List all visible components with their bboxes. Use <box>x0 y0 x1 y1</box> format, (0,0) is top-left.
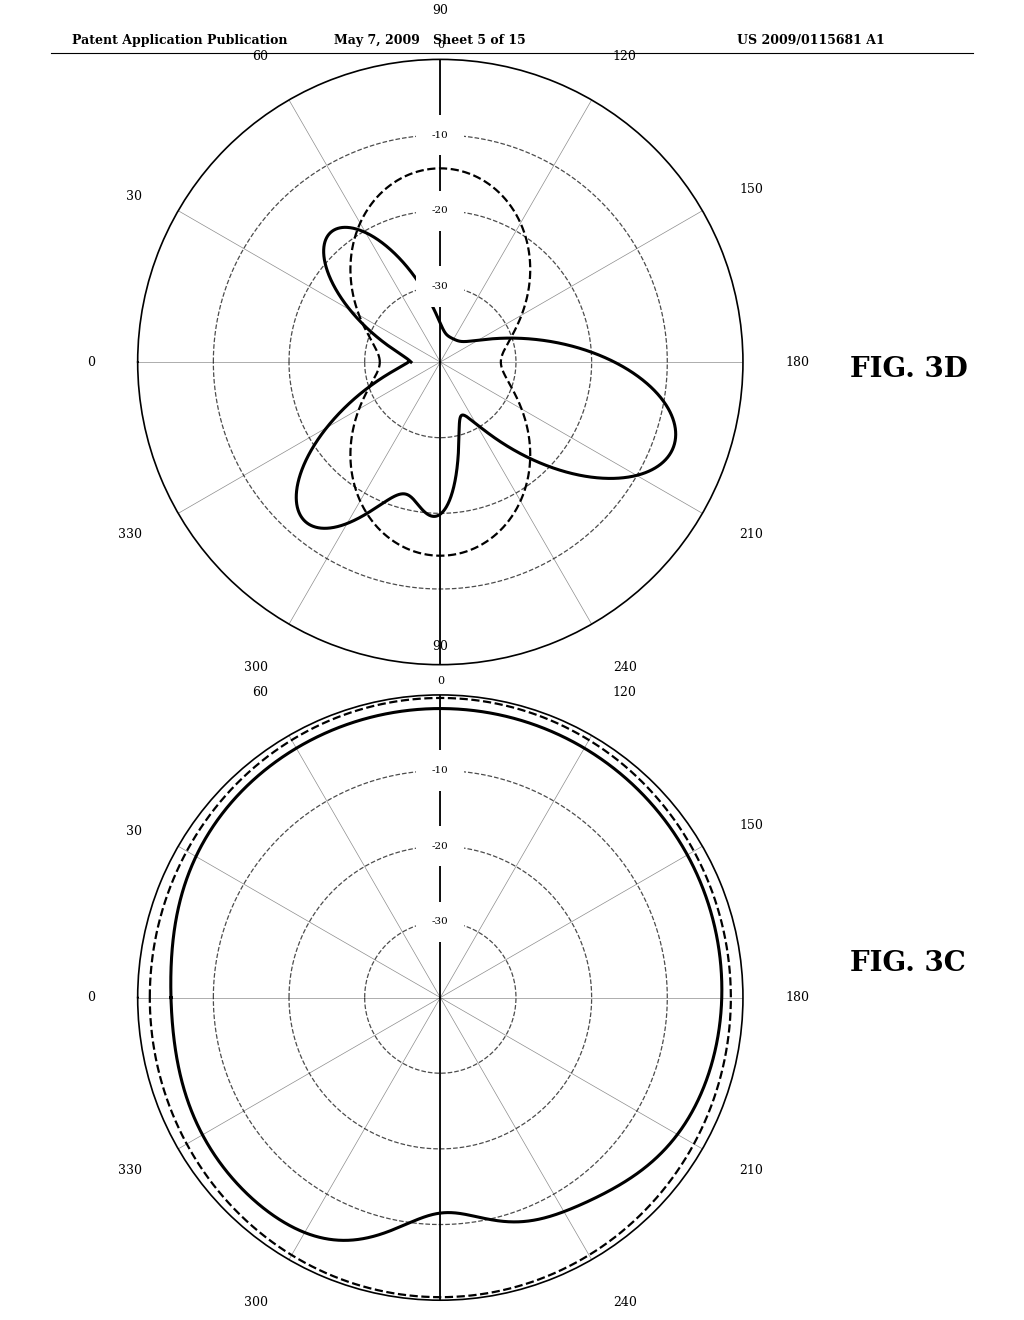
Text: 0: 0 <box>87 991 95 1005</box>
Text: 120: 120 <box>612 50 637 63</box>
Text: -10: -10 <box>432 766 449 775</box>
Text: -20: -20 <box>432 842 449 851</box>
Text: Patent Application Publication: Patent Application Publication <box>72 34 287 48</box>
Text: FIG. 3C: FIG. 3C <box>850 950 966 977</box>
Text: 180: 180 <box>785 355 809 368</box>
Text: -20: -20 <box>432 206 449 215</box>
Text: 240: 240 <box>612 661 637 673</box>
Text: 300: 300 <box>244 1296 268 1309</box>
Text: May 7, 2009   Sheet 5 of 15: May 7, 2009 Sheet 5 of 15 <box>334 34 526 48</box>
Text: 60: 60 <box>252 686 268 698</box>
Text: FIG. 3D: FIG. 3D <box>850 356 968 383</box>
Text: 150: 150 <box>739 183 763 197</box>
Text: 240: 240 <box>612 1296 637 1309</box>
Text: 30: 30 <box>126 825 141 838</box>
Text: 210: 210 <box>739 528 763 541</box>
Text: 60: 60 <box>252 50 268 63</box>
Text: 210: 210 <box>739 1163 763 1176</box>
Text: 90: 90 <box>432 640 449 652</box>
Text: 90: 90 <box>432 4 449 17</box>
Text: 120: 120 <box>612 686 637 698</box>
Text: -10: -10 <box>432 131 449 140</box>
Text: 0: 0 <box>437 676 443 686</box>
Text: 330: 330 <box>118 1163 141 1176</box>
Text: 270: 270 <box>428 708 453 719</box>
Text: 180: 180 <box>785 991 809 1005</box>
Text: -30: -30 <box>432 282 449 290</box>
Text: 30: 30 <box>126 190 141 202</box>
Text: 0: 0 <box>87 355 95 368</box>
Text: US 2009/0115681 A1: US 2009/0115681 A1 <box>737 34 885 48</box>
Text: 150: 150 <box>739 818 763 832</box>
Text: -30: -30 <box>432 917 449 927</box>
Text: 330: 330 <box>118 528 141 541</box>
Text: 300: 300 <box>244 661 268 673</box>
Text: 0: 0 <box>437 41 443 50</box>
